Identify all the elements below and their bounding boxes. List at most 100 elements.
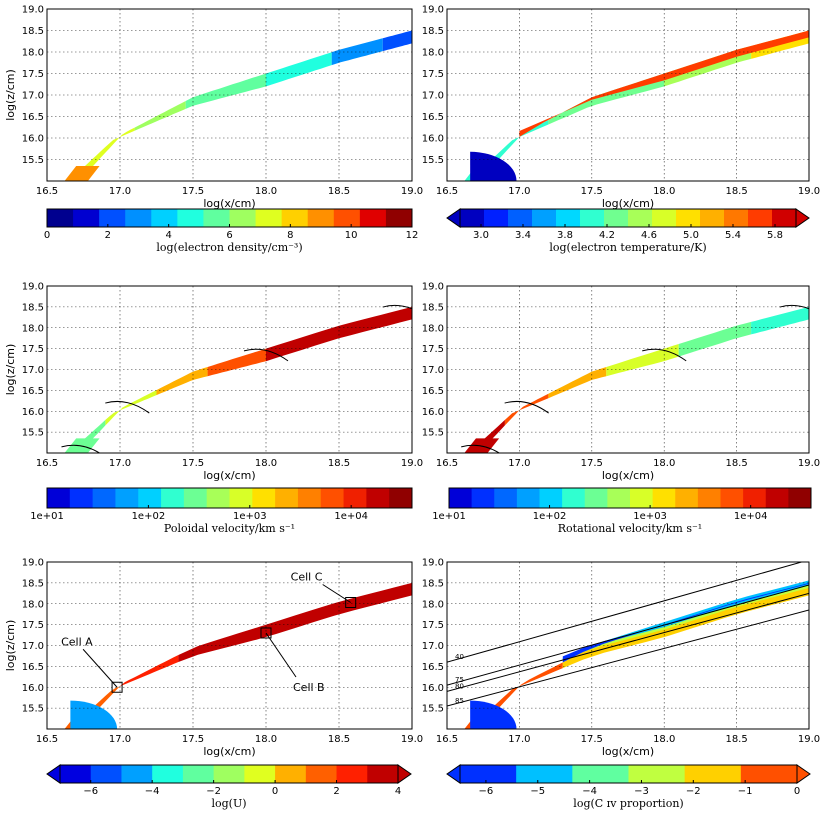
y-tick-label: 15.5 [422, 704, 444, 715]
y-tick-label: 19.0 [22, 5, 44, 16]
colorbar-tick-label: 4 [165, 230, 171, 241]
x-axis-label: log(x/cm) [203, 469, 255, 482]
y-tick-label: 16.5 [22, 386, 44, 397]
cell-label: Cell B [293, 681, 325, 694]
colorbar-extend-high [796, 764, 811, 784]
x-tick-label: 18.5 [328, 734, 350, 745]
colorbar-label: Rotational velocity/km s⁻¹ [558, 522, 702, 535]
colorbar-swatch [60, 765, 92, 783]
colorbar: −6 −4 −2 0 2 4 log(U) [46, 764, 412, 810]
axes-frame [446, 8, 810, 182]
colorbar-tick-label: 4.2 [599, 230, 615, 241]
band-segment [461, 120, 549, 181]
plot-area [61, 304, 412, 453]
colorbar-tick-label: 1e+01 [30, 511, 64, 522]
x-axis-label: log(x/cm) [602, 469, 654, 482]
colorbar-tick-label: 8 [287, 230, 293, 241]
y-tick-label: 16.5 [422, 112, 444, 123]
y-tick-label: 18.5 [22, 26, 44, 37]
x-tick-label: 19.0 [401, 458, 423, 469]
colorbar-tick-label: −4 [145, 786, 160, 797]
axes-frame [46, 285, 413, 454]
x-tick-label: 16.5 [436, 186, 458, 197]
x-tick-label: 17.0 [508, 734, 530, 745]
inner-core [470, 700, 517, 729]
colorbar-frame [59, 764, 399, 784]
colorbar-tick-label: −4 [582, 786, 597, 797]
y-tick-label: 16.5 [22, 662, 44, 673]
colorbar-swatch [724, 209, 749, 227]
colorbar-tick-label: 1e+02 [132, 511, 166, 522]
x-tick-label: 18.5 [328, 458, 350, 469]
x-axis-label: log(x/cm) [602, 197, 654, 210]
colorbar-tick-label: 1e+02 [533, 511, 567, 522]
colorbar-swatch [161, 488, 185, 508]
x-tick-label: 16.5 [436, 734, 458, 745]
y-tick-label: 17.0 [22, 641, 44, 652]
colorbar: 0 2 4 6 8 10 12 log(electron density/cm⁻³) [44, 208, 418, 254]
y-tick-label: 16.0 [422, 134, 444, 145]
colorbar-swatch [652, 488, 676, 508]
colorbar-swatch [367, 765, 399, 783]
x-tick-label: 19.0 [798, 186, 820, 197]
colorbar-tick-label: −3 [634, 786, 649, 797]
y-tick-label: 18.5 [22, 578, 44, 589]
x-tick-label: 18.0 [255, 458, 277, 469]
x-tick-label: 16.5 [36, 186, 58, 197]
colorbar-swatch [255, 209, 283, 227]
colorbar-tick-label: 3.8 [557, 230, 573, 241]
colorbar-tick-label: 0 [272, 786, 278, 797]
colorbar-swatch [580, 209, 605, 227]
y-tick-label: 16.0 [22, 134, 44, 145]
colorbar-swatch [47, 209, 74, 227]
cell-marker [111, 681, 123, 693]
y-tick-label: 15.5 [22, 704, 44, 715]
y-tick-label: 15.5 [22, 155, 44, 166]
y-tick-label: 17.5 [422, 69, 444, 80]
colorbar-swatch [494, 488, 518, 508]
hot-edge [519, 30, 809, 137]
colorbar-swatch [182, 765, 215, 783]
colorbar-swatch [532, 209, 557, 227]
y-tick-label: 17.0 [22, 91, 44, 102]
colorbar-extend-low [446, 208, 461, 228]
colorbar-swatch [516, 765, 573, 783]
colorbar-swatch [275, 765, 307, 783]
colorbar-swatch [152, 765, 184, 783]
colorbar-swatch [203, 209, 230, 227]
band-segment [266, 52, 332, 87]
x-tick-label: 17.0 [109, 186, 131, 197]
colorbar-tick-label: 4.6 [641, 230, 657, 241]
y-tick-label: 18.0 [22, 599, 44, 610]
y-tick-label: 18.0 [422, 599, 444, 610]
cell-label: Cell C [291, 570, 323, 583]
colorbar-swatch [73, 209, 100, 227]
y-tick-label: 18.0 [422, 323, 444, 334]
annotation-arrow [265, 632, 297, 678]
dense-core [70, 700, 118, 729]
band-segment [548, 367, 607, 399]
y-tick-label: 19.0 [422, 558, 444, 569]
plot-area [61, 582, 412, 729]
colorbar-swatch [740, 765, 798, 783]
colorbar-swatch [449, 488, 473, 508]
colorbar-swatch [743, 488, 767, 508]
colorbar-extend-low [446, 764, 461, 784]
cell-label: Cell A [61, 635, 93, 648]
velocity-contour [461, 444, 501, 453]
colorbar-tick-label: −6 [83, 786, 98, 797]
x-tick-label: 17.5 [182, 186, 204, 197]
colorbar-swatch [748, 209, 773, 227]
colorbar-swatch [676, 209, 701, 227]
streak-cyan [562, 580, 809, 660]
colorbar-swatch [675, 488, 699, 508]
sightline [447, 584, 809, 686]
colorbar-swatch [539, 488, 563, 508]
x-tick-label: 17.0 [109, 734, 131, 745]
y-tick-label: 17.0 [422, 641, 444, 652]
colorbar-tick-label: 3.4 [515, 230, 531, 241]
colorbar-swatch [275, 488, 299, 508]
colorbar-swatch [572, 765, 629, 783]
y-tick-label: 19.0 [22, 558, 44, 569]
